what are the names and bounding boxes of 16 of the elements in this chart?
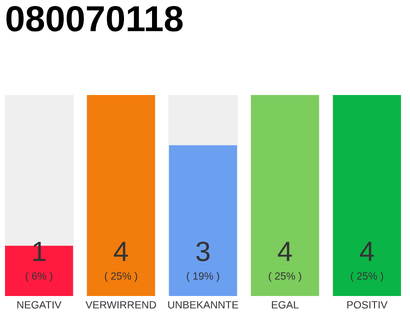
x-tick-label: VERWIRREND	[86, 301, 156, 308]
annotation: ( 19% )	[186, 272, 220, 282]
data-label: 3	[196, 242, 210, 262]
x-tick-label: POSITIV	[347, 301, 388, 309]
chart-title: 080070118	[6, 6, 183, 32]
x-tick-label: UNBEKANNTE	[168, 301, 238, 309]
x-tick-label: NEGATIV	[17, 301, 62, 309]
data-label: 1	[33, 242, 46, 261]
data-label: 4	[360, 242, 374, 261]
annotation: ( 25% )	[350, 272, 384, 282]
annotation: ( 25% )	[104, 272, 138, 282]
x-tick-label: EGAL	[272, 301, 299, 309]
annotation: ( 25% )	[268, 272, 302, 282]
annotation: ( 6% )	[26, 272, 52, 282]
data-label: 4	[114, 242, 128, 261]
data-label: 4	[278, 242, 292, 261]
